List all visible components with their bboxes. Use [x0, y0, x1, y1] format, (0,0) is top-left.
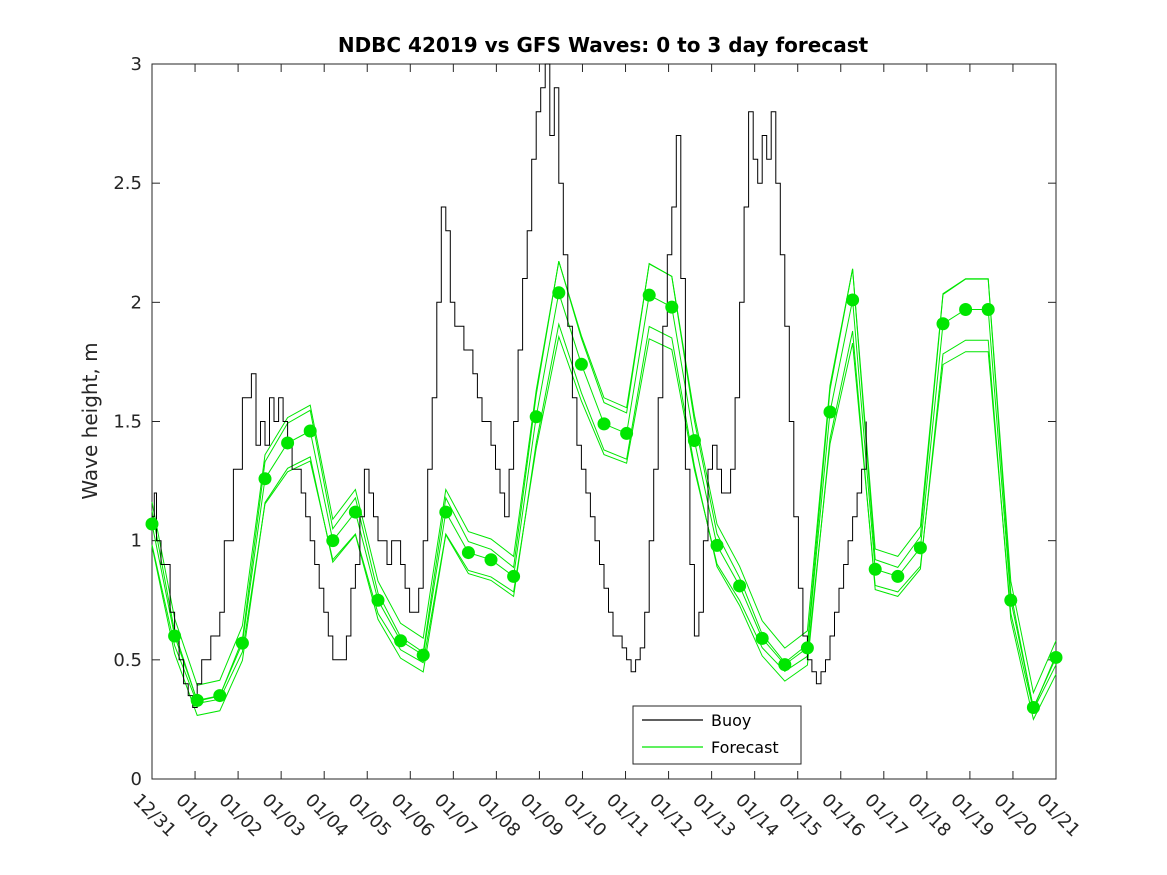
x-tick-label: 01/15 — [774, 790, 826, 842]
x-tick-label: 01/07 — [430, 790, 482, 842]
x-tick-label: 01/12 — [645, 790, 697, 842]
buoy-series — [152, 63, 867, 708]
forecast-marker — [484, 553, 498, 567]
forecast-marker — [529, 410, 543, 424]
forecast-marker — [597, 417, 611, 431]
forecast-marker — [416, 648, 430, 662]
y-tick-label: 1.5 — [113, 412, 142, 433]
legend-box — [632, 705, 802, 765]
forecast-marker — [303, 424, 317, 438]
chart-title: NDBC 42019 vs GFS Waves: 0 to 3 day fore… — [338, 33, 869, 57]
x-tick-label: 01/08 — [473, 790, 525, 842]
forecast-marker — [258, 472, 272, 486]
forecast-marker — [913, 541, 927, 555]
forecast-lines — [151, 260, 1057, 721]
x-tick-label: 01/16 — [817, 790, 869, 842]
forecast-marker — [348, 505, 362, 519]
x-tick-label: 01/17 — [860, 790, 912, 842]
forecast-marker — [461, 546, 475, 560]
forecast-marker — [981, 302, 995, 316]
forecast-marker — [800, 641, 814, 655]
forecast-marker — [755, 631, 769, 645]
forecast-markers — [145, 286, 1063, 714]
forecast-marker — [687, 434, 701, 448]
forecast-marker — [868, 562, 882, 576]
legend-buoy-label: Buoy — [711, 711, 751, 730]
forecast-marker — [1026, 701, 1040, 714]
forecast-marker — [846, 293, 860, 307]
y-tick-label: 0 — [131, 769, 142, 790]
x-tick-label: 01/02 — [215, 790, 267, 842]
x-tick-label: 01/18 — [903, 790, 955, 842]
x-tick-label: 01/04 — [301, 790, 353, 842]
forecast-marker — [1049, 650, 1063, 664]
forecast-marker — [936, 317, 950, 331]
y-axis: 0 0.5 1 1.5 2 2.5 3 — [113, 54, 1056, 790]
x-tick-label: 01/21 — [1032, 790, 1084, 842]
forecast-line — [151, 260, 1057, 711]
legend-forecast-label: Forecast — [711, 738, 779, 757]
x-tick-label: 01/20 — [989, 790, 1041, 842]
forecast-marker — [642, 288, 656, 302]
x-tick-label: 01/05 — [344, 790, 396, 842]
x-tick-label: 01/14 — [731, 790, 783, 842]
buoy-line — [152, 63, 867, 708]
x-tick-label: 01/11 — [602, 790, 654, 842]
x-tick-label: 12/31 — [128, 790, 180, 842]
forecast-marker — [552, 286, 566, 300]
y-axis-label: Wave height, m — [78, 342, 102, 499]
x-tick-label: 01/09 — [516, 790, 568, 842]
x-tick-label: 01/03 — [258, 790, 310, 842]
forecast-marker — [145, 517, 159, 531]
forecast-marker — [281, 436, 295, 450]
forecast-line — [151, 261, 1057, 695]
y-tick-label: 3 — [131, 54, 142, 75]
forecast-marker — [733, 579, 747, 593]
forecast-marker — [190, 693, 204, 707]
forecast-marker — [1004, 593, 1018, 607]
y-tick-label: 0.5 — [113, 650, 142, 671]
forecast-marker — [620, 426, 634, 440]
x-tick-label: 01/13 — [688, 790, 740, 842]
forecast-marker — [574, 357, 588, 371]
x-tick-label: 01/10 — [559, 790, 611, 842]
forecast-marker — [394, 634, 408, 648]
forecast-marker — [235, 636, 249, 650]
forecast-marker — [959, 302, 973, 316]
forecast-line — [151, 322, 1057, 721]
forecast-marker — [213, 689, 227, 703]
x-tick-label: 01/01 — [172, 790, 224, 842]
y-tick-label: 2 — [131, 292, 142, 313]
forecast-marker — [778, 658, 792, 672]
forecast-marker — [710, 538, 724, 552]
x-tick-label: 01/06 — [387, 790, 439, 842]
forecast-marker — [665, 300, 679, 314]
legend: Buoy Forecast — [632, 705, 802, 765]
forecast-marker — [326, 534, 340, 548]
forecast-marker — [439, 505, 453, 519]
forecast-marker — [371, 593, 385, 607]
x-tick-label: 01/19 — [946, 790, 998, 842]
forecast-marker — [891, 569, 905, 583]
forecast-marker — [823, 405, 837, 419]
y-tick-label: 1 — [131, 531, 142, 552]
forecast-marker — [168, 629, 182, 643]
forecast-line — [151, 334, 1057, 712]
y-tick-label: 2.5 — [113, 173, 142, 194]
forecast-marker — [507, 569, 521, 583]
